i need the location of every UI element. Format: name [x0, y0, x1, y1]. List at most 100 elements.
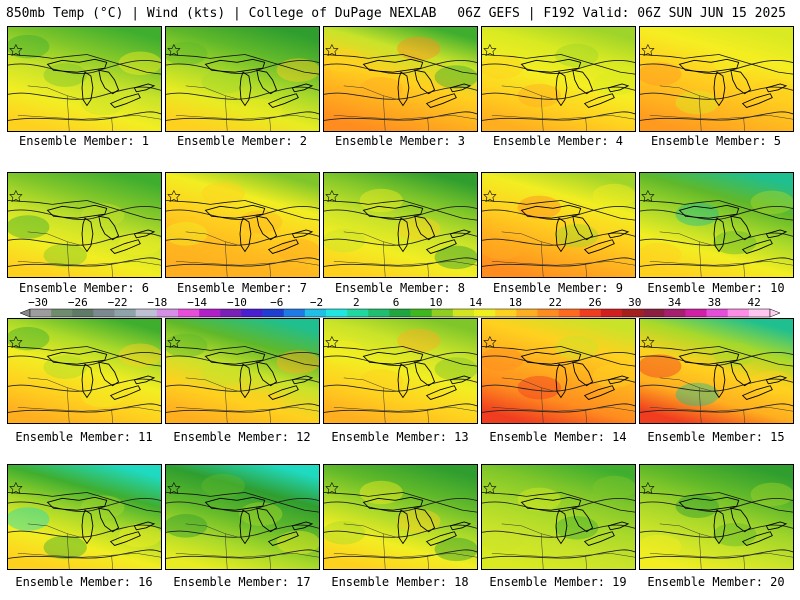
temperature-blotch	[239, 390, 283, 415]
ensemble-member-map	[7, 172, 162, 278]
state-border	[743, 409, 745, 423]
state-border	[649, 261, 793, 266]
ensemble-member-label: Ensemble Member: 16	[15, 575, 153, 589]
legend-color-swatch	[368, 309, 390, 317]
legend-color-swatch	[622, 309, 644, 317]
state-border	[382, 387, 386, 423]
great-lake-outline	[678, 350, 740, 365]
station-marker-icon	[167, 336, 181, 349]
legend-color-swatch	[516, 309, 538, 317]
legend-tick-label: 38	[708, 296, 721, 309]
great-lake-outline	[204, 350, 266, 365]
station-marker-icon	[9, 44, 23, 57]
great-lake-outline	[362, 350, 424, 365]
ensemble-member-map	[165, 172, 320, 278]
great-lake-outline	[583, 531, 615, 546]
temperature-blotch	[324, 340, 366, 365]
height-contour	[482, 59, 635, 74]
temperature-blotch	[359, 188, 403, 213]
great-lake-outline	[46, 204, 108, 219]
temperature-blotch	[713, 342, 757, 367]
legend-color-swatch	[241, 309, 263, 317]
state-border	[743, 117, 745, 131]
temperature-field	[8, 27, 161, 131]
legend-color-swatch	[93, 309, 115, 317]
great-lake-outline	[291, 83, 314, 93]
legend-tick-label: −26	[68, 296, 88, 309]
country-border	[482, 346, 635, 367]
legend-color-swatch	[304, 309, 327, 317]
great-lake-outline	[607, 229, 630, 239]
legend-color-swatch	[748, 309, 771, 317]
height-contour	[640, 205, 793, 220]
temperature-blotch	[43, 243, 87, 268]
station-marker-icon	[641, 336, 655, 349]
temperature-blotch	[359, 77, 403, 101]
great-lake-outline	[449, 375, 472, 385]
ensemble-member-label: Ensemble Member: 2	[176, 134, 308, 148]
legend-tick-label: 6	[393, 296, 400, 309]
great-lake-outline	[730, 507, 752, 533]
height-contour	[324, 257, 477, 267]
great-lake-outline	[713, 71, 726, 107]
height-contour	[166, 497, 319, 512]
great-lake-outline	[572, 69, 594, 95]
country-border	[166, 54, 319, 75]
height-contour	[166, 524, 319, 538]
ensemble-member-label: Ensemble Member: 13	[331, 430, 469, 444]
state-border	[659, 85, 715, 100]
station-marker-icon	[325, 336, 339, 349]
temperature-blotch	[118, 343, 161, 368]
great-lake-outline	[397, 217, 410, 253]
great-lake-outline	[678, 204, 740, 219]
state-border	[491, 115, 635, 120]
great-lake-outline	[109, 93, 141, 108]
great-lake-outline	[291, 375, 314, 385]
ensemble-member-map	[7, 26, 162, 132]
ensemble-member-map	[639, 26, 794, 132]
state-border	[698, 387, 702, 423]
temperature-field	[482, 465, 635, 569]
country-border	[166, 200, 319, 221]
height-contour	[640, 351, 793, 366]
state-border	[224, 95, 228, 131]
country-border	[482, 200, 635, 221]
state-border	[175, 553, 319, 558]
legend-color-swatch	[474, 309, 496, 317]
great-lake-outline	[46, 350, 108, 365]
legend-color-swatch	[558, 309, 581, 317]
height-contour	[640, 378, 793, 392]
legend-tick-label: 22	[549, 296, 562, 309]
state-border	[698, 95, 702, 131]
great-lake-outline	[572, 507, 594, 533]
country-border	[166, 346, 319, 367]
great-lake-outline	[256, 69, 278, 95]
temperature-field	[482, 173, 635, 277]
legend-color-swatch	[135, 309, 158, 317]
temperature-blotch	[201, 181, 245, 206]
great-lake-outline	[730, 69, 752, 95]
ensemble-member-label: Ensemble Member: 7	[176, 281, 308, 295]
temperature-blotch	[675, 382, 719, 407]
height-contour	[324, 111, 477, 121]
state-border	[491, 553, 635, 558]
station-marker-icon	[641, 44, 655, 57]
state-border	[66, 241, 70, 277]
great-lake-outline	[765, 521, 788, 531]
station-marker-icon	[483, 44, 497, 57]
great-lake-outline	[239, 217, 252, 253]
temperature-blotch	[324, 520, 366, 545]
ensemble-member-label: Ensemble Member: 19	[489, 575, 627, 589]
height-contour	[8, 111, 161, 121]
legend-color-swatch	[199, 309, 221, 317]
legend-tick-label: 14	[469, 296, 483, 309]
height-contour	[166, 86, 319, 100]
state-border	[659, 377, 715, 392]
state-border	[27, 523, 83, 538]
state-border	[175, 115, 319, 120]
legend-color-swatch	[30, 309, 52, 317]
ensemble-member-map	[323, 172, 478, 278]
country-border	[8, 492, 161, 513]
state-border	[17, 261, 161, 266]
height-contour	[324, 497, 477, 512]
